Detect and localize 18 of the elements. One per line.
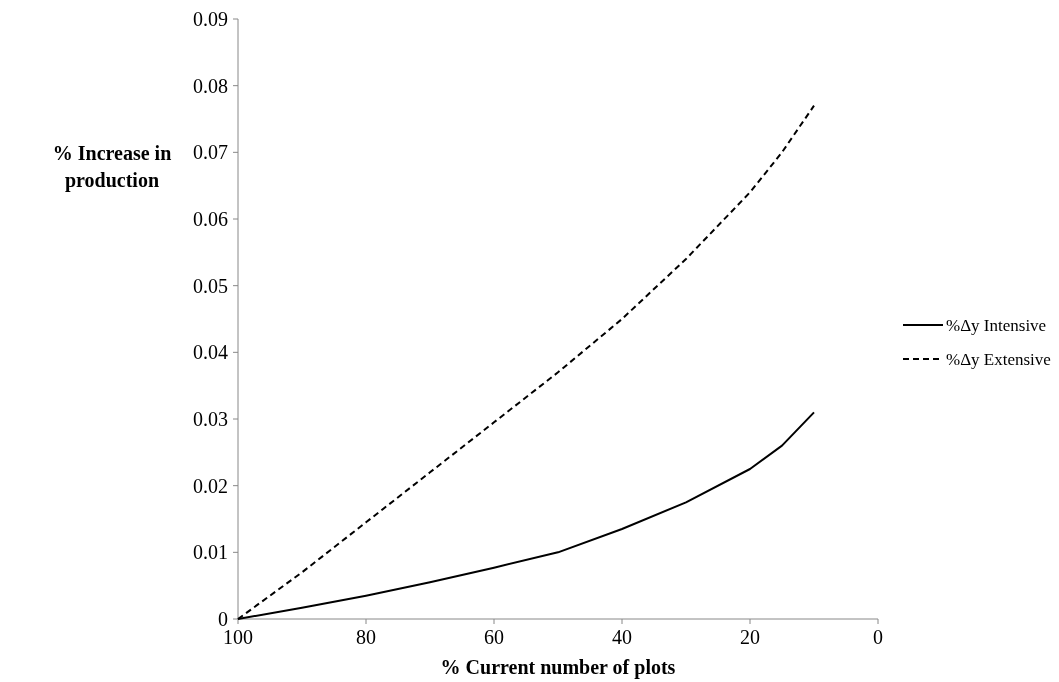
y-tick-label: 0.09 — [193, 8, 228, 30]
legend-label: %Δy Extensive — [946, 349, 1051, 369]
x-tick-label: 0 — [873, 626, 883, 648]
y-tick-label: 0.07 — [193, 141, 228, 164]
x-tick-label: 40 — [612, 626, 632, 648]
y-tick-label: 0.04 — [193, 341, 228, 364]
y-tick-label: 0.03 — [193, 408, 228, 430]
y-tick-label: 0.08 — [193, 74, 228, 97]
y-axis-title: % Increase in production — [52, 142, 172, 192]
y-tick-label: 0.06 — [193, 208, 228, 230]
x-tick-label: 60 — [484, 626, 504, 648]
y-tick-label: 0.05 — [193, 274, 228, 297]
x-tick-label: 20 — [740, 626, 760, 648]
y-tick-label: 0.02 — [193, 474, 228, 497]
x-axis-title: % Current number of plots — [440, 656, 676, 679]
legend-label: %Δy Intensive — [946, 315, 1047, 335]
y-tick-label: 0.01 — [193, 541, 228, 564]
x-tick-label: 80 — [356, 626, 376, 648]
